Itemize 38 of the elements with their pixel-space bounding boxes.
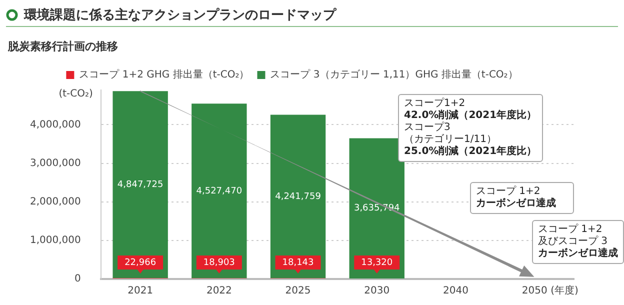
annotation: スコープ 1+2 [476, 186, 542, 198]
annotation: （カテゴリー1/11） [404, 134, 498, 146]
x-tick-label: 2021 [128, 286, 154, 297]
x-axis-title: (年度) [550, 284, 578, 297]
bar [192, 104, 247, 278]
legend-label: スコープ 3（カテゴリー 1,11）GHG 排出量（t-CO₂） [270, 68, 518, 81]
data-label: 4,847,725 [117, 180, 164, 190]
y-tick-label: 2,000,000 [30, 196, 81, 208]
data-label: 13,320 [361, 258, 393, 268]
data-label: 22,966 [124, 258, 156, 268]
x-tick-label: 2022 [206, 286, 232, 297]
annotation: カーボンゼロ達成 [476, 198, 557, 210]
annotation: 及びスコープ 3 [538, 236, 609, 248]
bar [270, 114, 326, 278]
x-tick-label: 2025 [285, 286, 311, 297]
x-tick-label: 2050 [522, 286, 548, 297]
data-label: 18,903 [203, 258, 235, 268]
y-tick-label: 1,000,000 [30, 235, 81, 246]
legend-label: スコープ 1+2 GHG 排出量（t-CO₂） [79, 68, 250, 81]
x-tick-label: 2030 [364, 286, 390, 297]
annotation: カーボンゼロ達成 [538, 248, 618, 260]
annotation: スコープ1+2 [404, 98, 466, 110]
annotation: 25.0%削減（2021年度比） [404, 146, 537, 158]
bar [112, 91, 168, 278]
x-tick-label: 2040 [442, 286, 468, 297]
y-tick-label: 0 [74, 274, 81, 285]
data-label: 3,635,794 [354, 204, 400, 214]
chart-subtitle: 脱炭素移行計画の推移 [8, 39, 118, 54]
annotation: スコープ3 [404, 122, 452, 134]
y-tick-label: 4,000,000 [30, 119, 81, 130]
chart-title: 環境課題に係る主なアクションプランのロードマップ [24, 6, 336, 24]
data-label: 4,527,470 [196, 186, 242, 196]
data-label: 4,241,759 [275, 192, 322, 202]
y-axis-title: (t-CO₂) [58, 88, 93, 100]
data-label: 18,143 [282, 258, 314, 268]
annotation: スコープ 1+2 [538, 224, 604, 236]
y-tick-label: 3,000,000 [30, 158, 81, 169]
annotation: 42.0%削減（2021年度比） [404, 110, 537, 122]
